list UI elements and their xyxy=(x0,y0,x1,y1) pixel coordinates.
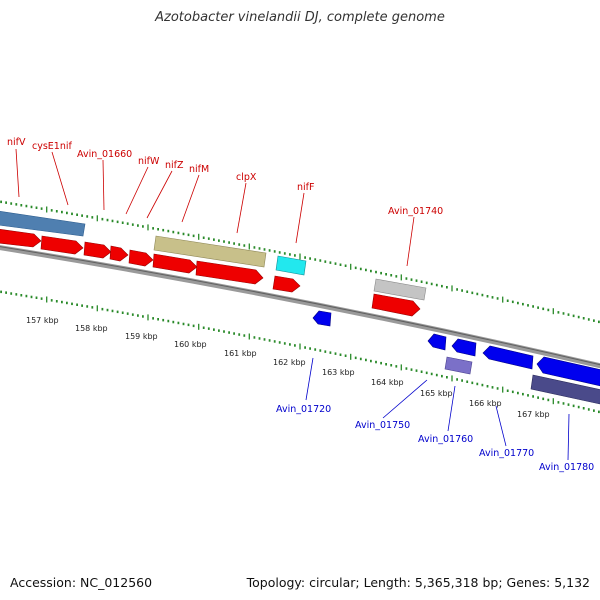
feature-nifF-b[interactable] xyxy=(272,275,301,293)
scale-label-160: 160 kbp xyxy=(174,340,207,349)
scale-label-162: 162 kbp xyxy=(273,358,306,367)
topology-text: Topology: circular; Length: 5,365,318 bp… xyxy=(246,575,590,590)
feature-Avin_01740-b[interactable] xyxy=(371,293,421,317)
feature-nifM-b[interactable] xyxy=(195,260,264,285)
feature-clpX[interactable] xyxy=(153,235,267,268)
scale-labels: 157 kbp 158 kbp 159 kbp 160 kbp 161 kbp … xyxy=(26,316,550,419)
feature-nifZ[interactable] xyxy=(128,249,154,267)
reverse-features xyxy=(312,310,600,405)
label-Avin_01760: Avin_01760 xyxy=(418,434,473,445)
feature-Avin_01760-a[interactable] xyxy=(451,338,477,357)
label-clpX: clpX xyxy=(236,172,257,183)
backbone-line xyxy=(0,245,600,369)
label-Avin_01770: Avin_01770 xyxy=(479,448,534,459)
label-nifZ: nifZ xyxy=(165,160,184,171)
label-cysE1nif: cysE1nif xyxy=(32,141,73,152)
label-Avin_01750: Avin_01750 xyxy=(355,420,410,431)
scale-label-159: 159 kbp xyxy=(125,332,158,341)
backbone-highlight xyxy=(0,246,600,366)
feature-Avin_01740[interactable] xyxy=(373,278,427,301)
label-Avin_01660: Avin_01660 xyxy=(77,149,132,160)
feature-Avin_01780-b[interactable] xyxy=(530,374,600,405)
scale-label-158: 158 kbp xyxy=(75,324,108,333)
feature-Avin_01720[interactable] xyxy=(312,310,332,327)
feature-nifF[interactable] xyxy=(275,255,307,276)
scale-label-166: 166 kbp xyxy=(469,399,502,408)
scale-label-157: 157 kbp xyxy=(26,316,59,325)
scale-label-164: 164 kbp xyxy=(371,378,404,387)
scale-label-167: 167 kbp xyxy=(517,410,550,419)
scale-label-161: 161 kbp xyxy=(224,349,257,358)
label-Avin_01740: Avin_01740 xyxy=(388,206,443,217)
feature-nifV[interactable] xyxy=(0,210,86,237)
label-nifV: nifV xyxy=(7,137,26,148)
feature-Avin_01660[interactable] xyxy=(83,241,112,259)
label-nifF: nifF xyxy=(297,182,314,193)
label-Avin_01780: Avin_01780 xyxy=(539,462,594,473)
feature-Avin_01770[interactable] xyxy=(482,345,534,370)
label-nifW: nifW xyxy=(138,156,160,167)
label-nifM: nifM xyxy=(189,164,209,175)
scale-label-165: 165 kbp xyxy=(420,389,453,398)
feature-cysE1nif-b[interactable] xyxy=(40,235,84,255)
backbone xyxy=(0,245,600,369)
forward-label-group: nifV cysE1nif Avin_01660 nifW nifZ nifM … xyxy=(7,137,443,267)
forward-features xyxy=(0,210,427,317)
scale-label-163: 163 kbp xyxy=(322,368,355,377)
map-title: Azotobacter vinelandii DJ, complete geno… xyxy=(155,10,445,25)
accession-text: Accession: NC_012560 xyxy=(10,575,153,590)
feature-Avin_01780[interactable] xyxy=(536,356,600,387)
label-Avin_01720: Avin_01720 xyxy=(276,404,331,415)
feature-nifM[interactable] xyxy=(152,253,198,274)
tick-layer xyxy=(0,200,600,414)
feature-Avin_01750[interactable] xyxy=(427,333,447,351)
feature-Avin_01760[interactable] xyxy=(444,356,473,375)
feature-cysE1nif-a[interactable] xyxy=(0,228,42,248)
reverse-label-group: Avin_01720 Avin_01750 Avin_01760 Avin_01… xyxy=(276,357,594,473)
feature-nifW[interactable] xyxy=(109,245,129,262)
